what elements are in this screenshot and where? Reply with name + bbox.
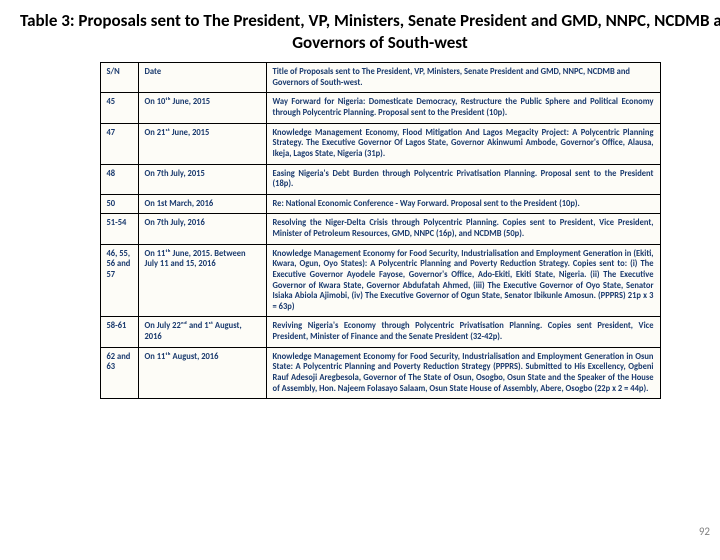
cell-date: On 10ᵗʰ June, 2015 bbox=[138, 93, 266, 123]
cell-date: On July 22ⁿᵈ and 1ˢᵗ August, 2016 bbox=[138, 317, 266, 347]
table-header-row: S/N Date Title of Proposals sent to The … bbox=[100, 63, 660, 93]
cell-title: Reviving Nigeria's Economy through Polyc… bbox=[266, 317, 660, 347]
table-row: 48 On 7th July, 2015 Easing Nigeria's De… bbox=[100, 164, 660, 194]
cell-sn: 62 and 63 bbox=[100, 347, 138, 399]
cell-date: On 11ᵗʰ August, 2016 bbox=[138, 347, 266, 399]
cell-title: Knowledge Management Economy for Food Se… bbox=[266, 244, 660, 317]
cell-sn: 45 bbox=[100, 93, 138, 123]
col-title: Title of Proposals sent to The President… bbox=[266, 63, 660, 93]
cell-title: Way Forward for Nigeria: Domesticate Dem… bbox=[266, 93, 660, 123]
cell-title: Knowledge Management Economy for Food Se… bbox=[266, 347, 660, 399]
col-date: Date bbox=[138, 63, 266, 93]
table-title: Table 3: Proposals sent to The President… bbox=[20, 10, 720, 54]
table-row: 50 On 1st March, 2016 Re: National Econo… bbox=[100, 194, 660, 214]
cell-date: On 7th July, 2016 bbox=[138, 214, 266, 244]
table-row: 62 and 63 On 11ᵗʰ August, 2016 Knowledge… bbox=[100, 347, 660, 399]
cell-sn: 51-54 bbox=[100, 214, 138, 244]
cell-sn: 58-61 bbox=[100, 317, 138, 347]
col-sn: S/N bbox=[100, 63, 138, 93]
table-row: 46, 55, 56 and 57 On 11ᵗʰ June, 2015. Be… bbox=[100, 244, 660, 317]
cell-title: Resolving the Niger-Delta Crisis through… bbox=[266, 214, 660, 244]
cell-date: On 7th July, 2015 bbox=[138, 164, 266, 194]
table-row: 45 On 10ᵗʰ June, 2015 Way Forward for Ni… bbox=[100, 93, 660, 123]
cell-date: On 1st March, 2016 bbox=[138, 194, 266, 214]
page-number: 92 bbox=[699, 525, 710, 538]
cell-sn: 50 bbox=[100, 194, 138, 214]
cell-sn: 47 bbox=[100, 123, 138, 164]
cell-title: Easing Nigeria's Debt Burden through Pol… bbox=[266, 164, 660, 194]
table-row: 58-61 On July 22ⁿᵈ and 1ˢᵗ August, 2016 … bbox=[100, 317, 660, 347]
table-row: 47 On 21ˢᵗ June, 2015 Knowledge Manageme… bbox=[100, 123, 660, 164]
cell-title: Knowledge Management Economy, Flood Miti… bbox=[266, 123, 660, 164]
table-row: 51-54 On 7th July, 2016 Resolving the Ni… bbox=[100, 214, 660, 244]
cell-title: Re: National Economic Conference - Way F… bbox=[266, 194, 660, 214]
proposals-table: S/N Date Title of Proposals sent to The … bbox=[100, 62, 661, 399]
cell-sn: 48 bbox=[100, 164, 138, 194]
cell-sn: 46, 55, 56 and 57 bbox=[100, 244, 138, 317]
cell-date: On 21ˢᵗ June, 2015 bbox=[138, 123, 266, 164]
cell-date: On 11ᵗʰ June, 2015. Between July 11 and … bbox=[138, 244, 266, 317]
